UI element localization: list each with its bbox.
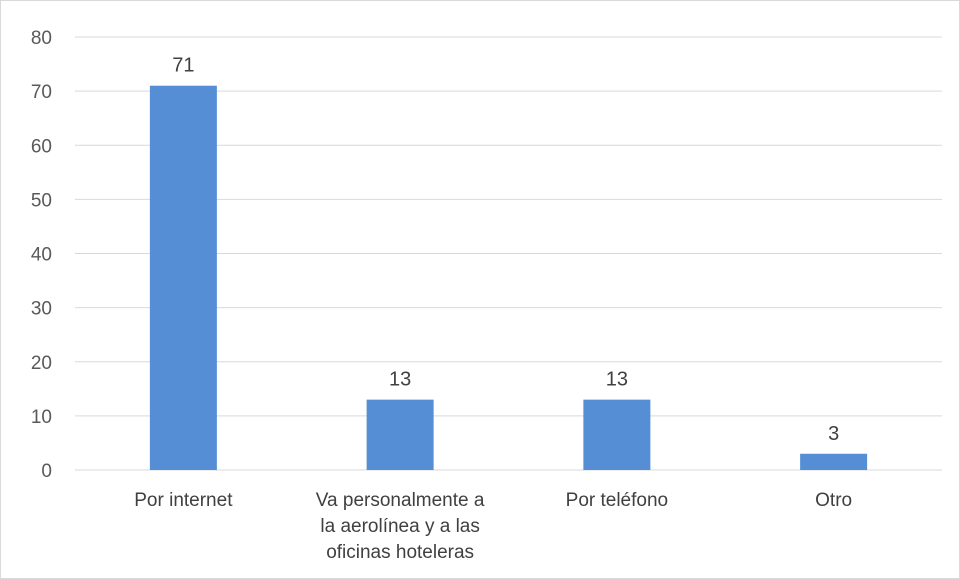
data-label: 71	[172, 55, 194, 77]
category-label: Por internet	[134, 490, 233, 511]
category-label: Otro	[815, 490, 852, 511]
bar	[366, 399, 434, 470]
category-label: Va personalmente a la aerolínea y a las of…	[316, 490, 485, 563]
bar	[800, 453, 868, 470]
y-tick-label: 80	[31, 28, 52, 49]
y-axis-ticks: 0 10 20 30 40 50 60 70 80	[31, 28, 52, 482]
y-tick-label: 70	[31, 82, 52, 103]
y-tick-label: 30	[31, 299, 52, 320]
data-label: 13	[606, 369, 628, 391]
category-label-line: oficinas hoteleras	[326, 542, 474, 563]
gridlines	[75, 36, 942, 471]
bar	[583, 399, 651, 470]
x-axis-categories: Por internet Va personalmente a la aerolín…	[134, 490, 852, 563]
category-label-line: Por teléfono	[566, 490, 668, 511]
data-label: 13	[389, 369, 411, 391]
y-tick-label: 10	[31, 407, 52, 428]
data-label: 3	[828, 423, 839, 445]
category-label-line: Por internet	[134, 490, 233, 511]
y-tick-label: 40	[31, 245, 52, 266]
category-label: Por teléfono	[566, 490, 668, 511]
y-tick-label: 0	[41, 461, 52, 482]
y-tick-label: 60	[31, 136, 52, 157]
category-label-line: la aerolínea y a las	[320, 516, 480, 537]
y-tick-label: 50	[31, 190, 52, 211]
category-label-line: Otro	[815, 490, 852, 511]
y-tick-label: 20	[31, 353, 52, 374]
bar	[149, 85, 217, 471]
category-label-line: Va personalmente a	[316, 490, 485, 511]
bars	[149, 85, 868, 471]
data-labels: 71 13 13 3	[172, 55, 839, 445]
